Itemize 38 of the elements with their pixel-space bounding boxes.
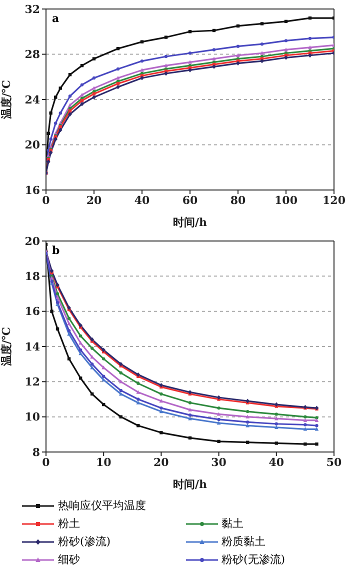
annotation: a bbox=[52, 12, 60, 25]
y-tick-label: 14 bbox=[24, 340, 40, 354]
y-tick-label: 10 bbox=[24, 410, 40, 424]
legend-label: 细砂 bbox=[58, 552, 80, 567]
y-tick-label: 18 bbox=[24, 270, 40, 284]
x-tick-label: 0 bbox=[42, 194, 50, 207]
legend-label: 粉质黏土 bbox=[222, 534, 266, 549]
y-tick-label: 16 bbox=[24, 184, 40, 197]
x-tick-label: 50 bbox=[326, 456, 342, 469]
x-tick-label: 100 bbox=[274, 194, 298, 207]
legend-label: 热响应仪平均温度 bbox=[58, 498, 146, 513]
legend-label: 粉砂(渗流) bbox=[58, 534, 111, 549]
y-tick-label: 24 bbox=[24, 93, 40, 106]
x-tick-label: 30 bbox=[211, 456, 227, 469]
annotation: b bbox=[52, 244, 60, 257]
legend-label: 黏土 bbox=[222, 516, 244, 531]
y-tick-label: 12 bbox=[24, 376, 40, 389]
y-tick-label: 28 bbox=[24, 48, 40, 62]
x-tick-label: 10 bbox=[96, 456, 112, 469]
x-tick-label: 40 bbox=[268, 456, 284, 469]
y-tick-label: 16 bbox=[24, 305, 40, 318]
y-tick-label: 20 bbox=[24, 234, 40, 248]
x-axis-title: 时间/h bbox=[172, 216, 208, 229]
legend-label: 粉土 bbox=[58, 516, 80, 531]
x-tick-label: 0 bbox=[42, 456, 50, 469]
y-tick-label: 8 bbox=[32, 446, 40, 459]
x-tick-label: 20 bbox=[86, 194, 102, 207]
x-tick-label: 20 bbox=[154, 456, 170, 469]
y-tick-label: 20 bbox=[24, 138, 40, 152]
legend-label: 粉砂(无渗流) bbox=[222, 552, 286, 567]
x-tick-label: 120 bbox=[322, 194, 346, 207]
x-tick-label: 80 bbox=[230, 194, 246, 207]
x-tick-label: 40 bbox=[134, 194, 150, 207]
y-axis-title: 温度/℃ bbox=[0, 326, 13, 368]
y-tick-label: 32 bbox=[24, 2, 40, 16]
x-tick-label: 60 bbox=[182, 194, 198, 207]
y-axis-title: 温度/℃ bbox=[0, 80, 13, 120]
x-axis-title: 时间/h bbox=[172, 478, 208, 491]
